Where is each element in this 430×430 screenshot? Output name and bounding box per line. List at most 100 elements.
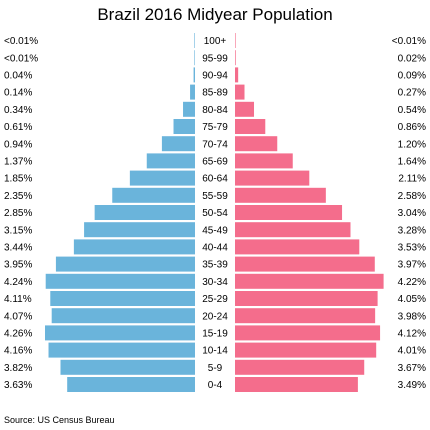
data-label-right: 4.05% (398, 294, 426, 305)
data-label-left: 4.24% (4, 277, 32, 288)
bar-left (194, 50, 195, 66)
data-label-right: 0.54% (398, 105, 426, 116)
bar-left (190, 84, 195, 100)
chart-title: Brazil 2016 Midyear Population (97, 5, 333, 24)
age-group-label: 55-59 (202, 191, 228, 202)
data-label-left: 3.63% (4, 380, 32, 391)
data-label-left: 1.85% (4, 174, 32, 185)
data-label-left: 3.44% (4, 243, 32, 254)
bar-right (235, 67, 239, 83)
bar-right (235, 222, 351, 238)
bar-left (146, 153, 195, 169)
source-note: Source: US Census Bureau (4, 415, 115, 425)
bar-left (183, 101, 195, 117)
bar-left (94, 205, 195, 220)
bar-right (235, 325, 381, 341)
age-group-label: 80-84 (202, 105, 228, 116)
age-group-label: 60-64 (202, 174, 228, 185)
data-label-left: 3.15% (4, 225, 32, 236)
bar-left (48, 342, 196, 358)
bar-left (45, 273, 195, 289)
data-label-left: 4.16% (4, 346, 32, 357)
bar-right (235, 273, 384, 289)
data-label-left: <0.01% (4, 36, 38, 47)
data-label-right: 3.53% (398, 243, 426, 254)
bar-right (235, 153, 293, 169)
data-label-right: 3.98% (398, 311, 426, 322)
data-label-left: 3.82% (4, 363, 32, 374)
bar-right (235, 377, 358, 392)
data-label-right: 0.02% (398, 53, 426, 64)
bar-right (235, 342, 377, 358)
data-label-right: 4.12% (398, 329, 426, 340)
data-label-right: 1.64% (398, 157, 426, 168)
bar-left (51, 308, 195, 324)
age-group-label: 25-29 (202, 294, 228, 305)
data-label-right: 3.04% (398, 208, 426, 219)
data-label-left: 0.34% (4, 105, 32, 116)
data-label-left: 0.94% (4, 139, 32, 150)
bar-left (67, 377, 195, 392)
data-label-right: 0.27% (398, 88, 426, 99)
bar-right (235, 33, 236, 48)
bar-left (84, 222, 195, 238)
data-label-right: 2.11% (398, 174, 426, 185)
data-label-right: <0.01% (392, 36, 426, 47)
bar-right (235, 239, 360, 255)
age-group-label: 35-39 (202, 260, 228, 271)
age-group-label: 100+ (204, 36, 227, 47)
bar-left (129, 170, 195, 186)
data-label-right: 3.28% (398, 225, 426, 236)
bar-right (235, 170, 310, 186)
bar-right (235, 205, 343, 220)
age-group-label: 70-74 (202, 139, 228, 150)
data-label-right: 4.01% (398, 346, 426, 357)
bar-left (161, 136, 195, 152)
bar-left (60, 359, 196, 375)
bar-right (235, 136, 278, 152)
bar-right (235, 50, 236, 66)
data-label-left: 0.14% (4, 88, 32, 99)
bar-left (194, 33, 195, 48)
bar-right (235, 291, 378, 306)
age-group-label: 50-54 (202, 208, 228, 219)
data-label-right: 3.67% (398, 363, 426, 374)
data-label-left: 2.85% (4, 208, 32, 219)
age-group-label: 90-94 (202, 71, 228, 82)
data-label-left: 0.04% (4, 71, 32, 82)
data-label-right: 3.49% (398, 380, 426, 391)
age-group-label: 95-99 (202, 53, 228, 64)
age-group-label: 10-14 (202, 346, 228, 357)
age-group-label: 5-9 (208, 363, 223, 374)
age-group-label: 85-89 (202, 88, 228, 99)
bar-right (235, 101, 255, 117)
bar-right (235, 308, 376, 324)
bar-right (235, 119, 266, 134)
bar-right (235, 84, 245, 100)
age-group-label: 75-79 (202, 122, 228, 133)
bar-left (193, 67, 195, 83)
age-group-label: 20-24 (202, 311, 228, 322)
bar-left (173, 119, 195, 134)
data-label-right: 0.09% (398, 71, 426, 82)
data-label-left: 1.37% (4, 157, 32, 168)
age-group-label: 15-19 (202, 329, 228, 340)
data-label-right: 4.22% (398, 277, 426, 288)
bar-left (50, 291, 195, 306)
age-group-label: 40-44 (202, 243, 228, 254)
data-label-right: 1.20% (398, 139, 426, 150)
age-group-label: 45-49 (202, 225, 228, 236)
data-label-left: 3.95% (4, 260, 32, 271)
data-label-right: 2.58% (398, 191, 426, 202)
data-label-left: 4.07% (4, 311, 32, 322)
bar-right (235, 256, 375, 272)
data-label-left: <0.01% (4, 53, 38, 64)
bar-left (112, 187, 195, 203)
age-group-label: 0-4 (208, 380, 223, 391)
age-group-label: 30-34 (202, 277, 228, 288)
data-label-right: 0.86% (398, 122, 426, 133)
age-group-label: 65-69 (202, 157, 228, 168)
data-label-right: 3.97% (398, 260, 426, 271)
bar-right (235, 359, 365, 375)
